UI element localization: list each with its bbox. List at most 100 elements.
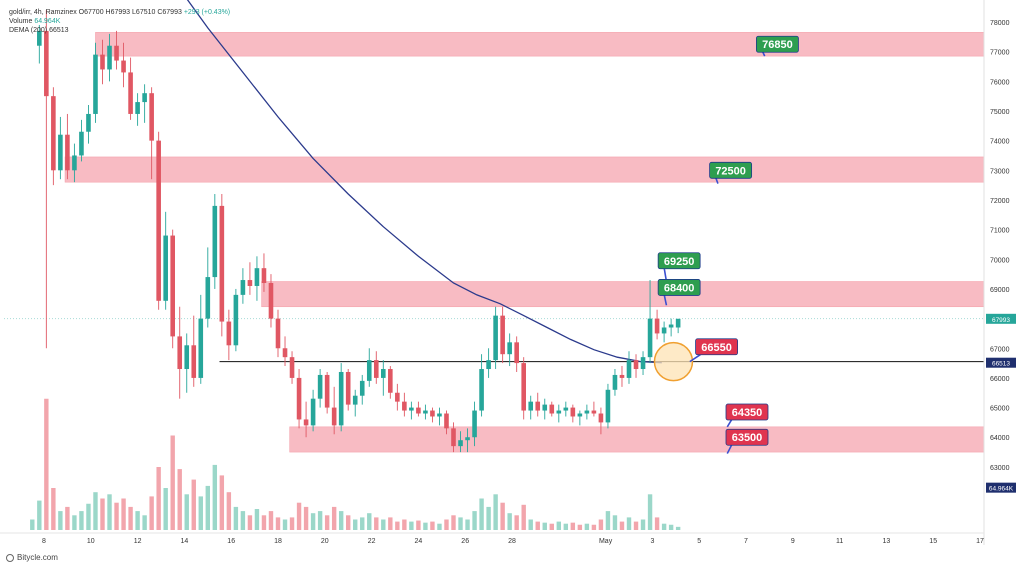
candle-body (444, 413, 449, 429)
price-badge (986, 313, 1016, 324)
volume-bar (423, 522, 428, 530)
volume-bar (633, 521, 639, 530)
volume-bar (338, 511, 344, 530)
price-badge-label: 66513 (992, 361, 1010, 368)
candle-body (493, 315, 498, 361)
candle-body (184, 345, 190, 370)
volume-bar (198, 496, 203, 530)
candle-body (219, 205, 225, 322)
price-badge-label: 64.964K (989, 486, 1014, 493)
volume-bar (367, 513, 372, 530)
candle-body (514, 342, 519, 364)
candle-body (381, 369, 386, 378)
candle-body (317, 374, 323, 399)
volume-bar (570, 522, 576, 530)
candle-body (268, 283, 274, 319)
line-layer (4, 0, 984, 364)
candle-body (121, 60, 126, 73)
candle-body (247, 280, 253, 286)
volume-bar (128, 506, 133, 530)
volume-bar (121, 498, 126, 530)
volume-bar (86, 503, 91, 530)
candle-body (170, 235, 175, 337)
volume-bar (191, 479, 196, 530)
candle-body (93, 54, 98, 114)
volume-bar (605, 511, 611, 530)
volume-bar (303, 506, 309, 530)
callout-label-63500: 63500 (732, 432, 763, 444)
time-tick-label: 20 (321, 538, 329, 545)
volume-bar (493, 494, 498, 530)
zone-resistance-76850 (95, 32, 985, 57)
candle-body (472, 410, 477, 438)
volume-bar (100, 498, 105, 530)
callout-box-76850 (756, 35, 799, 53)
volume-bar (668, 524, 674, 530)
volume-bar (282, 519, 288, 530)
volume-bar (528, 519, 533, 530)
candle-body (366, 360, 372, 381)
legend-volume-value: 64.964K (34, 18, 61, 25)
volume-bar (472, 511, 477, 530)
volume-bar (577, 524, 583, 530)
candle-body (51, 96, 56, 171)
time-tick-label: 5 (697, 538, 701, 545)
candle-body (240, 280, 246, 295)
candle-body (395, 392, 400, 402)
volume-bar (37, 500, 42, 530)
volume-bar (219, 475, 225, 530)
volume-bar (549, 523, 554, 530)
candle-body (563, 407, 569, 411)
time-tick-label: 8 (42, 538, 46, 545)
candle-body (626, 360, 632, 378)
price-tick-label: 72000 (990, 198, 1010, 205)
time-tick-label: 13 (883, 538, 891, 545)
volume-bar (51, 488, 56, 530)
volume-bar (563, 523, 569, 530)
dema-line (186, 0, 662, 364)
volume-bar (240, 511, 246, 530)
candle-body (549, 404, 555, 414)
legend-line-2: Volume 64.964K (9, 18, 60, 25)
volume-bar (584, 523, 590, 530)
candle-body (409, 407, 414, 411)
volume-bar (591, 524, 597, 530)
candle-body (100, 54, 105, 70)
candle-body (535, 401, 541, 411)
candle-body (107, 45, 112, 70)
volume-bar (177, 469, 182, 530)
volume-bar (619, 521, 625, 530)
candle-body (324, 374, 330, 408)
candle-body (275, 318, 281, 349)
volume-bar (381, 519, 386, 530)
legend-dema-value: 66513 (49, 27, 69, 34)
price-tick-label: 71000 (990, 228, 1010, 235)
time-tick-label: 9 (791, 538, 795, 545)
callout-pointer-68400 (663, 294, 668, 306)
candle-body (37, 30, 42, 46)
volume-bar (437, 523, 442, 530)
volume-bar (93, 492, 98, 530)
time-tick-label: 14 (181, 538, 189, 545)
candle-body (633, 360, 639, 370)
candle-body (149, 93, 154, 141)
time-tick-label: 28 (508, 538, 516, 545)
volume-bar (184, 494, 189, 530)
legend-close: C67993 (157, 9, 182, 16)
volume-bar (212, 464, 218, 530)
candle-body (303, 419, 309, 426)
time-tick-label: 15 (929, 538, 937, 545)
volume-bar (675, 526, 681, 530)
callout-label-76850: 76850 (762, 39, 793, 51)
candle-body (135, 102, 140, 114)
zone-resistance-68400-69250 (261, 281, 985, 308)
price-tick-label: 76000 (990, 79, 1010, 86)
candle-body (591, 410, 597, 414)
callout-box-72500 (709, 161, 753, 179)
candle-body (486, 360, 491, 370)
candle-body (86, 113, 91, 132)
volume-bar (346, 515, 351, 530)
volume-bar (79, 511, 84, 530)
price-tick-label: 69000 (990, 287, 1010, 294)
